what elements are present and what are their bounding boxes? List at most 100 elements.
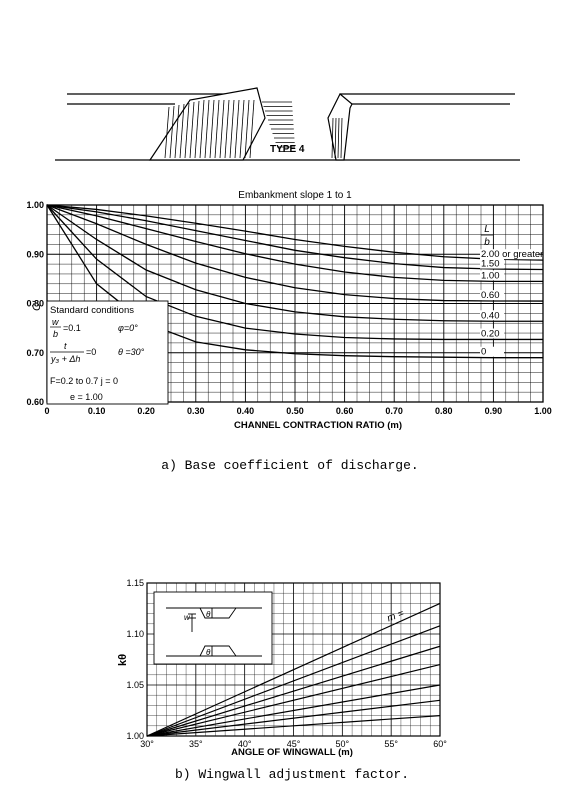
hatch-line (194, 100, 200, 159)
hatch-line (331, 117, 334, 159)
std-phi: φ=0° (118, 323, 138, 333)
curve-line (46, 204, 543, 341)
curve-line (46, 204, 543, 282)
hatch-line (249, 99, 255, 159)
hatch-line (164, 106, 170, 159)
std-e-line: e = 1.00 (70, 392, 103, 402)
hatch-line (184, 102, 190, 159)
curve-line (46, 204, 543, 322)
legend-title-L: L (484, 224, 490, 235)
x-tick-label: 0.20 (137, 406, 155, 416)
chart-a-title: Embankment slope 1 to 1 (238, 190, 352, 201)
x-tick-label: 0.30 (187, 406, 205, 416)
curve-line (46, 204, 544, 271)
hatch-line (219, 99, 225, 159)
abutment-hatching (164, 99, 343, 159)
plot-frame (146, 582, 441, 737)
chart-b-ylabel: kθ (117, 654, 129, 666)
x-tick-label: 0.80 (435, 406, 453, 416)
y-tick-label: 0.90 (26, 249, 44, 259)
x-tick-label: 50° (336, 739, 350, 749)
curve-line (146, 625, 441, 737)
curve-line (146, 645, 441, 737)
hatch-line (334, 117, 337, 159)
curve-line (146, 684, 441, 737)
curve-label: 1.00 (481, 270, 500, 281)
x-tick-label: 0 (44, 406, 49, 416)
right-abutment (327, 93, 353, 161)
std-f-line: F=0.2 to 0.7 j = 0 (50, 376, 118, 386)
standard-conditions-box: Standard conditions w b =0.1 φ=0° t y₃ +… (46, 300, 169, 405)
chart-a-legend-title: L b (481, 224, 493, 248)
curve-label: 0.60 (481, 290, 500, 301)
curve-label: 0.40 (481, 310, 500, 321)
curve-line (46, 204, 544, 261)
hatch-line (244, 99, 250, 159)
hatch-line (234, 99, 240, 159)
type4-sketch (55, 87, 520, 161)
std-t-val: =0 (86, 347, 96, 357)
chart-a-xlabel: CHANNEL CONTRACTION RATIO (m) (234, 420, 402, 431)
std-t-den: y₃ + Δh (50, 354, 80, 364)
std-w-val: =0.1 (63, 323, 81, 333)
curve-label-bg (480, 258, 504, 269)
curve-line (146, 602, 441, 737)
hatch-line (229, 99, 235, 159)
curve-label: 1.50 (481, 259, 500, 270)
curve-label-bg (480, 249, 538, 260)
x-tick-label: 0.50 (286, 406, 304, 416)
y-tick-label: 0.70 (26, 348, 44, 358)
y-tick-label: 0.80 (26, 299, 44, 309)
x-tick-label: 0.60 (336, 406, 354, 416)
hatch-line (174, 104, 180, 159)
hatch-line (239, 99, 245, 159)
legend-title-b: b (484, 237, 490, 248)
chart-b-legend-prefix: m = (386, 608, 406, 624)
chart-a-caption: a) Base coefficient of discharge. (161, 458, 418, 473)
inset-theta-top: θ (206, 610, 211, 619)
chart-a-ylabel: C' (31, 300, 43, 311)
curve-label-bg (480, 328, 504, 339)
hatch-line (189, 101, 195, 159)
std-theta: θ =30° (118, 347, 145, 357)
x-tick-label: 30° (140, 739, 154, 749)
hatch-line (224, 99, 230, 159)
curve-label: 2.00 or greater (481, 249, 543, 260)
x-tick-label: 0.90 (485, 406, 503, 416)
hatch-line (340, 117, 343, 159)
y-tick-label: 1.00 (26, 200, 44, 210)
x-tick-label: 40° (238, 739, 252, 749)
curve-line (146, 715, 441, 737)
curve-line (46, 204, 543, 302)
x-tick-label: 45° (287, 739, 301, 749)
curve-line (146, 699, 441, 737)
water-lines (262, 101, 296, 152)
curve-label: 0 (481, 347, 486, 358)
x-tick-label: 60° (433, 739, 447, 749)
curve-label-bg (480, 290, 504, 301)
hatch-line (209, 99, 215, 159)
x-tick-label: 0.40 (237, 406, 255, 416)
inset-theta-bottom: θ (206, 648, 211, 657)
x-tick-label: 0.70 (385, 406, 403, 416)
curve-line (146, 664, 441, 737)
curve-label: 0.20 (481, 328, 500, 339)
x-tick-label: 55° (384, 739, 398, 749)
y-tick-label: 1.05 (126, 680, 144, 690)
hatch-line (199, 99, 205, 159)
hatch-line (214, 99, 220, 159)
y-tick-label: 1.15 (126, 578, 144, 588)
std-t-num: t (64, 341, 67, 351)
y-tick-label: 1.10 (126, 629, 144, 639)
hatch-line (169, 105, 175, 159)
hatch-line (204, 99, 210, 159)
wingwall-inset (153, 591, 273, 665)
x-tick-label: 35° (189, 739, 203, 749)
hatch-line (179, 103, 185, 159)
curve-label-bg (480, 346, 504, 357)
x-tick-label: 0.10 (88, 406, 106, 416)
type4-label: TYPE 4 (270, 144, 305, 155)
chart-b-caption: b) Wingwall adjustment factor. (175, 767, 409, 782)
curve-label-bg (480, 310, 504, 321)
